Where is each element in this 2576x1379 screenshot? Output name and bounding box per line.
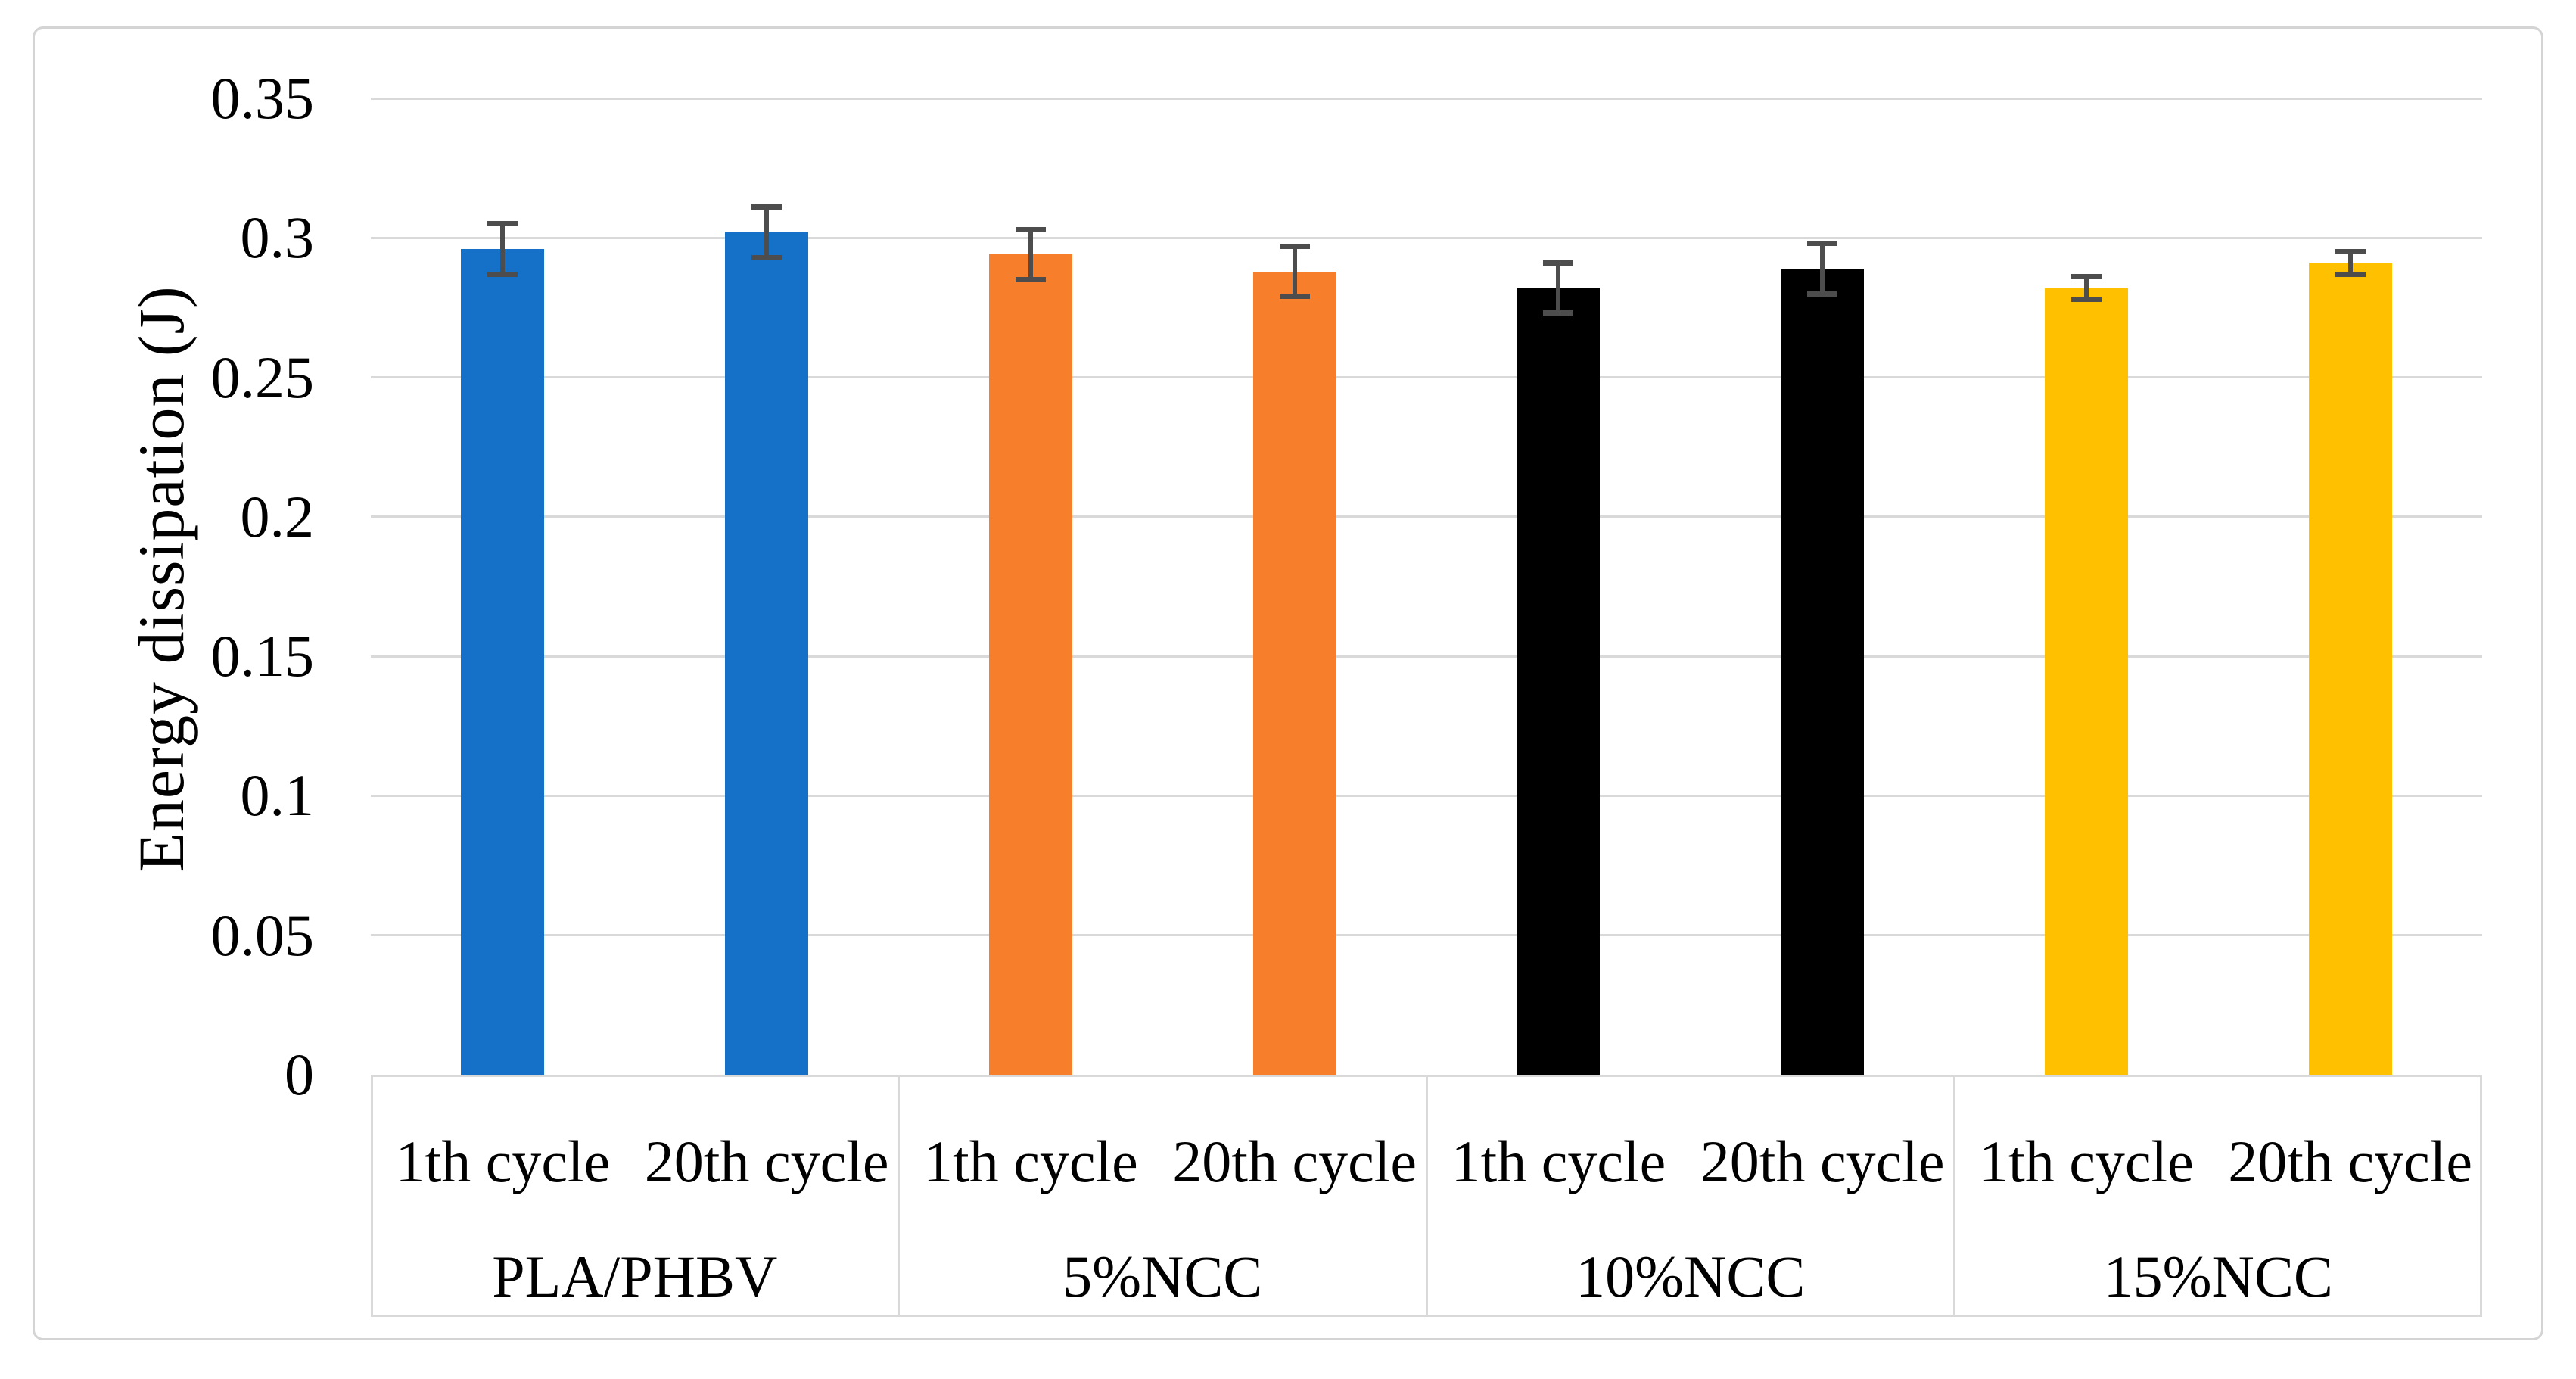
category-divider: [1953, 1075, 1955, 1317]
y-tick-label: 0.05: [210, 901, 315, 968]
category-divider: [898, 1075, 900, 1317]
y-tick-label: 0.25: [210, 344, 315, 410]
error-bar-cap: [1279, 243, 1310, 249]
bar: [1252, 271, 1336, 1075]
error-bar-whisker: [1028, 229, 1033, 280]
gridline: [371, 236, 2482, 239]
error-bar-whisker: [500, 223, 506, 275]
error-bar-whisker: [2347, 251, 2353, 275]
y-tick-label: 0.15: [210, 623, 315, 690]
error-bar-cap: [2335, 271, 2366, 277]
error-bar-cap: [1279, 294, 1310, 300]
error-bar-cap: [1807, 241, 1838, 247]
error-bar-cap: [2070, 274, 2102, 280]
cycle-label: 1th cycle: [395, 1128, 611, 1194]
error-bar-cap: [751, 254, 782, 260]
error-bar-cap: [487, 221, 518, 227]
gridline: [371, 97, 2482, 100]
error-bar-cap: [2335, 249, 2366, 255]
bar: [2308, 263, 2392, 1075]
error-bar-cap: [1807, 291, 1838, 297]
cycle-label: 1th cycle: [923, 1128, 1138, 1194]
gridline: [371, 794, 2482, 797]
group-label: 10%NCC: [1576, 1244, 1806, 1309]
category-divider: [1425, 1075, 1428, 1317]
error-bar-cap: [1543, 260, 1574, 266]
bar: [1517, 288, 1601, 1075]
cycle-label: 1th cycle: [1979, 1128, 2194, 1194]
y-tick-label: 0.3: [240, 204, 315, 271]
error-bar-cap: [1543, 310, 1574, 316]
error-bar-whisker: [764, 207, 770, 258]
y-tick-label: 0.1: [240, 762, 315, 829]
gridline: [371, 655, 2482, 658]
error-bar-cap: [1015, 226, 1046, 232]
error-bar-cap: [487, 271, 518, 277]
error-bar-cap: [1015, 277, 1046, 283]
error-bar-whisker: [1292, 246, 1297, 297]
bar: [988, 254, 1072, 1075]
bar: [725, 232, 809, 1075]
bar: [2044, 288, 2128, 1075]
y-tick-label: 0: [285, 1041, 314, 1107]
cycle-label: 20th cycle: [1172, 1128, 1417, 1194]
gridline: [371, 934, 2482, 937]
error-bar-cap: [751, 204, 782, 210]
cycle-label: 20th cycle: [1700, 1128, 1945, 1194]
error-bar-cap: [2070, 296, 2102, 302]
group-label: 15%NCC: [2103, 1244, 2333, 1309]
group-label: 5%NCC: [1062, 1244, 1263, 1309]
y-tick-label: 0.2: [240, 483, 315, 549]
gridline: [371, 376, 2482, 379]
error-bar-whisker: [2083, 276, 2089, 300]
cycle-label: 20th cycle: [644, 1128, 889, 1194]
bar: [1781, 268, 1865, 1075]
error-bar-whisker: [1556, 263, 1561, 313]
cycle-label: 20th cycle: [2228, 1128, 2472, 1194]
y-tick-label: 0.35: [210, 65, 315, 131]
cycle-label: 1th cycle: [1451, 1128, 1666, 1194]
group-label: PLA/PHBV: [492, 1244, 778, 1309]
bar: [461, 249, 545, 1075]
error-bar-whisker: [1820, 243, 1825, 294]
gridline: [371, 515, 2482, 518]
